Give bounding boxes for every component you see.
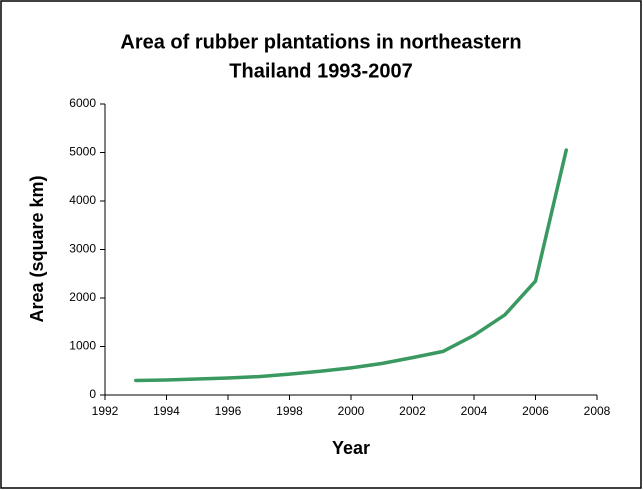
y-tick-label: 4000 [69, 193, 96, 207]
y-tick-label: 5000 [69, 145, 96, 159]
y-axis-title: Area (square km) [27, 175, 47, 322]
y-tick-label: 0 [89, 387, 96, 401]
y-tick-label: 3000 [69, 242, 96, 256]
x-tick-label: 1994 [153, 404, 180, 418]
x-tick-label: 2002 [399, 404, 426, 418]
x-tick-label: 2000 [338, 404, 365, 418]
chart-title: Area of rubber plantations in northeaste… [120, 31, 521, 53]
x-tick-label: 1996 [215, 404, 242, 418]
chart-title: Thailand 1993-2007 [229, 60, 412, 82]
x-tick-label: 2008 [584, 404, 611, 418]
x-tick-label: 1992 [92, 404, 119, 418]
y-tick-label: 1000 [69, 339, 96, 353]
x-tick-label: 2006 [522, 404, 549, 418]
y-tick-label: 6000 [69, 96, 96, 110]
y-tick-label: 2000 [69, 290, 96, 304]
x-tick-label: 1998 [276, 404, 303, 418]
x-tick-label: 2004 [461, 404, 488, 418]
x-axis-title: Year [332, 438, 370, 458]
data-line [134, 148, 568, 383]
